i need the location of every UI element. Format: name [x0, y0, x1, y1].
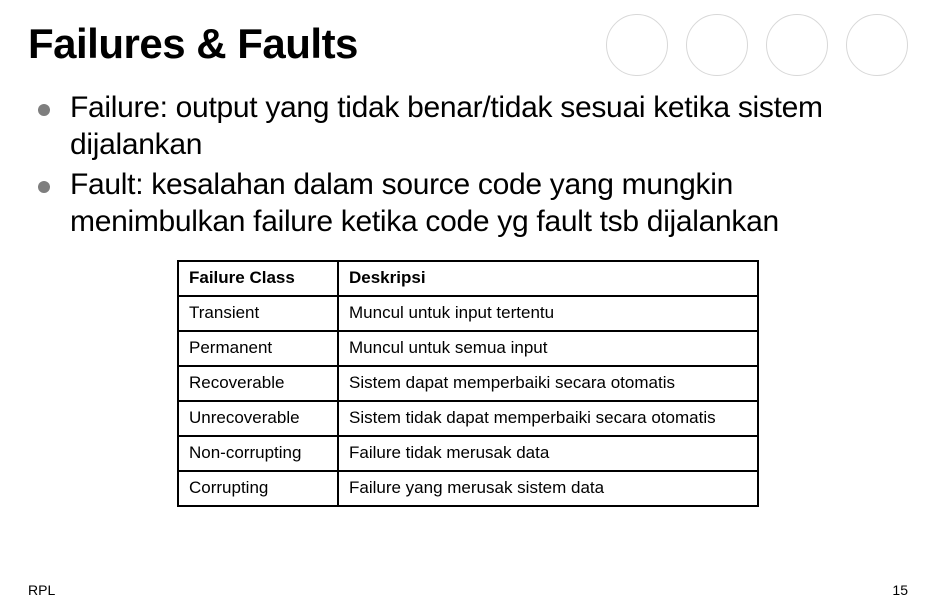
- footer-left-label: RPL: [28, 582, 55, 598]
- table-cell: Non-corrupting: [178, 436, 338, 471]
- decorative-circles: [606, 14, 908, 76]
- table-header-row: Failure Class Deskripsi: [178, 261, 758, 296]
- table-row: Non-corrupting Failure tidak merusak dat…: [178, 436, 758, 471]
- table-container: Failure Class Deskripsi Transient Muncul…: [28, 260, 908, 507]
- circle-icon: [686, 14, 748, 76]
- table-cell: Corrupting: [178, 471, 338, 506]
- bullet-item: Fault: kesalahan dalam source code yang …: [34, 167, 904, 240]
- circle-icon: [846, 14, 908, 76]
- table-cell: Muncul untuk input tertentu: [338, 296, 758, 331]
- table-cell: Permanent: [178, 331, 338, 366]
- table-row: Permanent Muncul untuk semua input: [178, 331, 758, 366]
- table-cell: Recoverable: [178, 366, 338, 401]
- table-cell: Muncul untuk semua input: [338, 331, 758, 366]
- failure-class-table: Failure Class Deskripsi Transient Muncul…: [177, 260, 759, 507]
- table-cell: Transient: [178, 296, 338, 331]
- table-header-cell: Deskripsi: [338, 261, 758, 296]
- table-row: Corrupting Failure yang merusak sistem d…: [178, 471, 758, 506]
- table-cell: Sistem dapat memperbaiki secara otomatis: [338, 366, 758, 401]
- circle-icon: [766, 14, 828, 76]
- table-row: Recoverable Sistem dapat memperbaiki sec…: [178, 366, 758, 401]
- slide: Failures & Faults Failure: output yang t…: [0, 0, 936, 612]
- table-cell: Failure tidak merusak data: [338, 436, 758, 471]
- table-cell: Unrecoverable: [178, 401, 338, 436]
- table-cell: Failure yang merusak sistem data: [338, 471, 758, 506]
- circle-icon: [606, 14, 668, 76]
- table-row: Transient Muncul untuk input tertentu: [178, 296, 758, 331]
- table-row: Unrecoverable Sistem tidak dapat memperb…: [178, 401, 758, 436]
- bullet-list: Failure: output yang tidak benar/tidak s…: [34, 90, 904, 240]
- table-cell: Sistem tidak dapat memperbaiki secara ot…: [338, 401, 758, 436]
- bullet-item: Failure: output yang tidak benar/tidak s…: [34, 90, 904, 163]
- page-number: 15: [892, 582, 908, 598]
- table-header-cell: Failure Class: [178, 261, 338, 296]
